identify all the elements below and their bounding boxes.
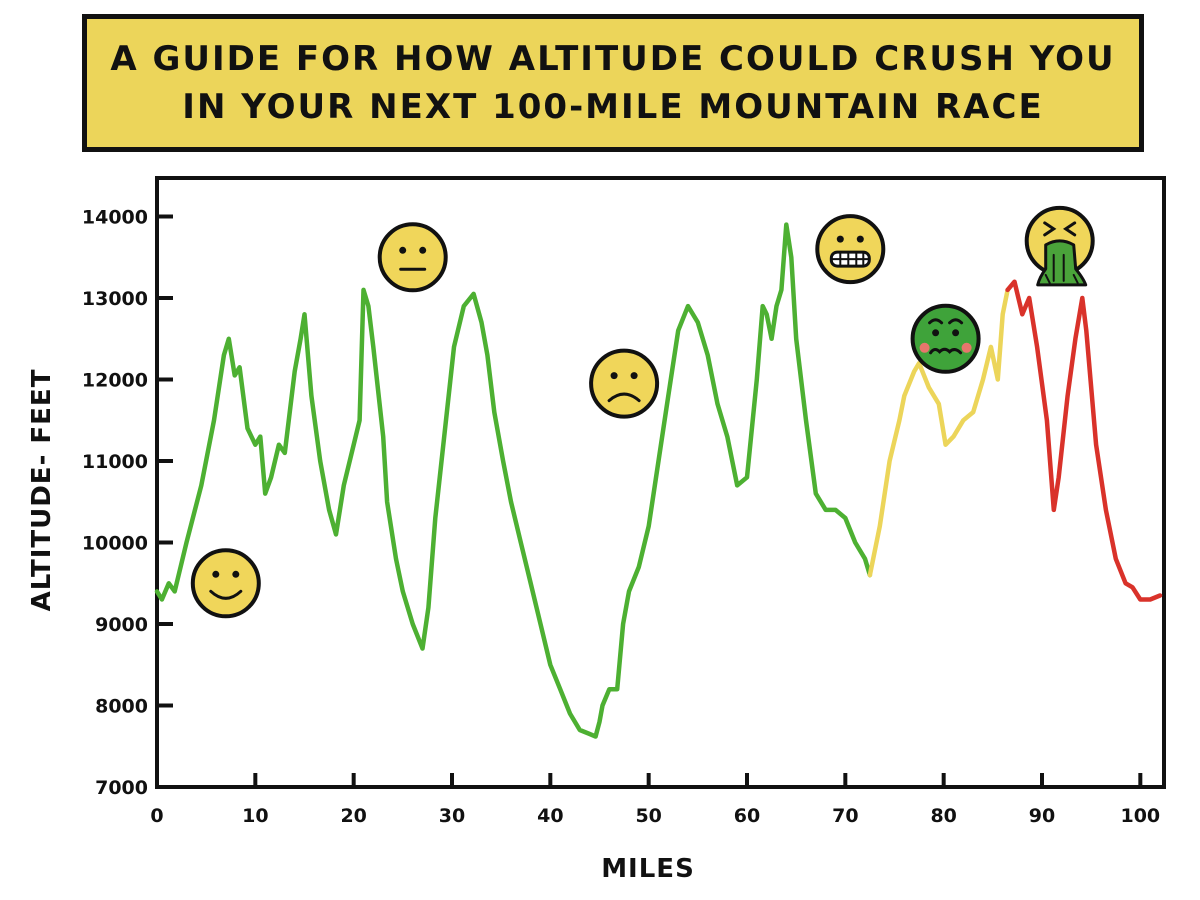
mood-faces: [190, 205, 1095, 619]
y-tick-label: 9000: [95, 614, 148, 636]
x-tick-label: 100: [1120, 805, 1160, 827]
y-tick-label: 8000: [95, 696, 148, 718]
x-axis-ticks: 0 10 20 30 40 50 60 70 80 90 100: [150, 773, 1160, 827]
x-tick-label: 10: [242, 805, 268, 827]
x-tick-label: 70: [832, 805, 858, 827]
y-tick-label: 7000: [95, 777, 148, 799]
y-tick-label: 11000: [82, 451, 148, 473]
y-tick-label: 12000: [82, 370, 148, 392]
neutral-face-icon: [377, 222, 448, 293]
x-tick-label: 20: [340, 805, 366, 827]
y-tick-label: 14000: [82, 207, 148, 229]
frowning-face-icon: [589, 348, 660, 419]
x-tick-label: 80: [930, 805, 956, 827]
vomiting-face-icon: [1024, 205, 1095, 287]
chart-title-line-2: IN YOUR NEXT 100-MILE MOUNTAIN RACE: [182, 87, 1044, 127]
y-tick-label: 10000: [82, 533, 148, 555]
chart-title-banner: A GUIDE FOR HOW ALTITUDE COULD CRUSH YOU…: [82, 14, 1144, 152]
chart-title-line-1: A GUIDE FOR HOW ALTITUDE COULD CRUSH YOU: [110, 39, 1116, 79]
y-tick-label: 13000: [82, 288, 148, 310]
altitude-line-series: [154, 222, 1163, 739]
y-axis-ticks: 7000 8000 9000 10000 11000 12000 13000 14000: [82, 207, 173, 799]
x-tick-label: 0: [150, 805, 163, 827]
green-segment-line: [154, 222, 873, 739]
x-axis-label: MILES: [601, 854, 695, 884]
red-segment-line: [1005, 279, 1163, 602]
plot-frame: [155, 176, 1166, 789]
yellow-segment-line: [867, 287, 1010, 578]
x-tick-label: 40: [537, 805, 563, 827]
x-tick-label: 60: [734, 805, 760, 827]
grimacing-face-icon: [815, 214, 886, 285]
nauseated-face-icon: [910, 303, 981, 374]
x-tick-label: 30: [439, 805, 465, 827]
smiley-face-icon: [190, 548, 261, 619]
x-tick-label: 50: [635, 805, 661, 827]
x-tick-label: 90: [1029, 805, 1055, 827]
y-axis-label: ALTITUDE- FEET: [27, 369, 57, 612]
